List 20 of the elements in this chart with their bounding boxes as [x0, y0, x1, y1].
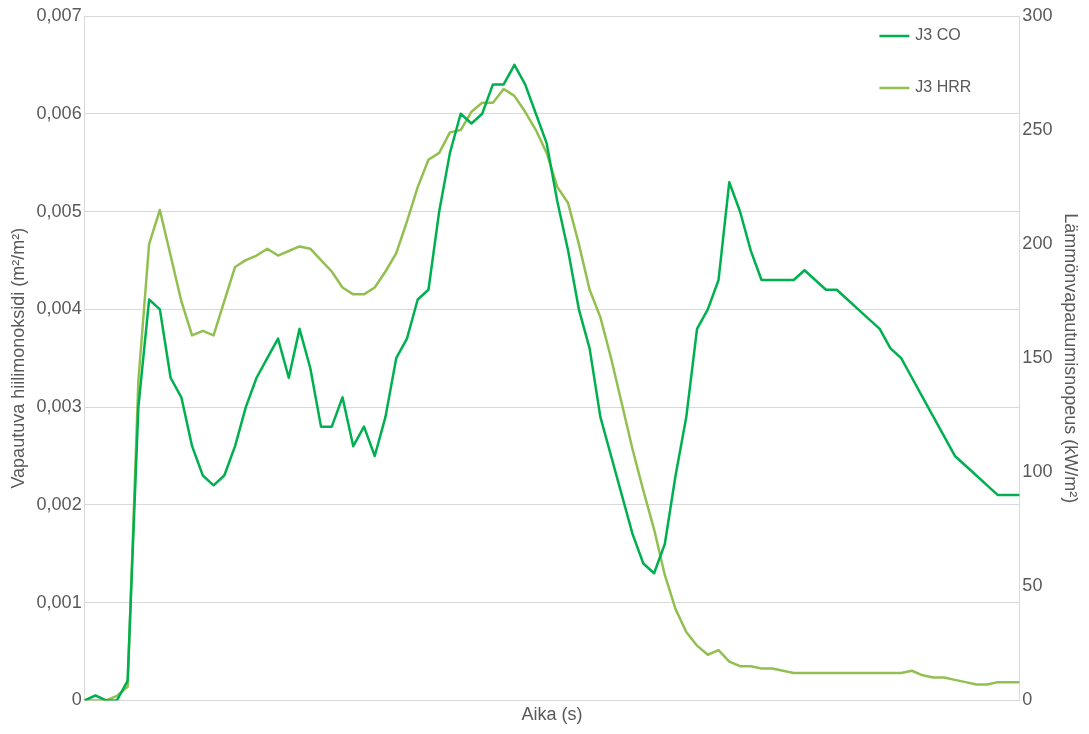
y-tick-label: 0,002 [36, 493, 82, 514]
y2-tick-label: 150 [1022, 347, 1053, 368]
legend-label: J3 HRR [915, 78, 972, 96]
legend-label: J3 CO [915, 26, 961, 44]
y-tick-label: 0 [71, 689, 82, 710]
y2-tick-label: 50 [1022, 575, 1043, 596]
y2-tick-label: 250 [1022, 119, 1053, 140]
y2-tick-label: 300 [1022, 4, 1053, 25]
y-tick-label: 0,007 [36, 4, 82, 25]
x-axis-title: Aika (s) [521, 704, 583, 725]
y-tick-label: 0,006 [36, 102, 82, 123]
y2-tick-label: 100 [1022, 461, 1053, 482]
y-tick-label: 0,005 [36, 200, 82, 221]
y-tick-label: 0,004 [36, 298, 82, 319]
y-tick-label: 0,003 [36, 396, 82, 417]
y2-tick-label: 200 [1022, 233, 1053, 254]
y2-axis-title: Lämmönvapautumisnopeus (kW/m²) [1061, 213, 1082, 504]
y2-tick-label: 0 [1022, 689, 1033, 710]
y-axis-title: Vapautuva hiilimonoksidi (m²/m²) [7, 227, 28, 489]
y-tick-label: 0,001 [36, 591, 82, 612]
